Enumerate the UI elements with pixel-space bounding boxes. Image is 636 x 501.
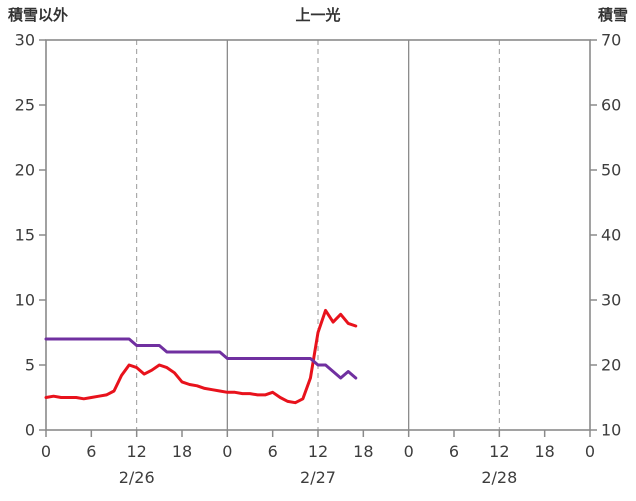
left-axis-title: 積雪以外: [8, 6, 69, 24]
svg-text:40: 40: [601, 226, 621, 245]
svg-text:12: 12: [126, 442, 146, 461]
svg-text:0: 0: [222, 442, 232, 461]
svg-text:20: 20: [601, 356, 621, 375]
svg-text:60: 60: [601, 96, 621, 115]
svg-text:20: 20: [15, 161, 35, 180]
chart-title: 上一光: [295, 6, 341, 24]
svg-text:0: 0: [41, 442, 51, 461]
svg-text:18: 18: [353, 442, 373, 461]
svg-text:10: 10: [15, 291, 35, 310]
svg-text:30: 30: [601, 291, 621, 310]
svg-text:0: 0: [585, 442, 595, 461]
svg-text:2/27: 2/27: [300, 468, 336, 487]
svg-text:15: 15: [15, 226, 35, 245]
svg-text:6: 6: [268, 442, 278, 461]
svg-text:12: 12: [308, 442, 328, 461]
svg-text:0: 0: [404, 442, 414, 461]
right-axis-title: 積雪: [597, 6, 628, 24]
svg-text:18: 18: [534, 442, 554, 461]
svg-text:30: 30: [15, 31, 35, 50]
svg-text:18: 18: [172, 442, 192, 461]
svg-text:10: 10: [601, 421, 621, 440]
svg-text:12: 12: [489, 442, 509, 461]
svg-text:50: 50: [601, 161, 621, 180]
svg-text:2/28: 2/28: [481, 468, 517, 487]
svg-text:6: 6: [86, 442, 96, 461]
svg-text:2/26: 2/26: [119, 468, 155, 487]
svg-text:0: 0: [25, 421, 35, 440]
chart-header: 積雪以外 上一光 積雪: [0, 4, 636, 28]
svg-text:25: 25: [15, 96, 35, 115]
svg-text:6: 6: [449, 442, 459, 461]
svg-text:5: 5: [25, 356, 35, 375]
svg-text:70: 70: [601, 31, 621, 50]
